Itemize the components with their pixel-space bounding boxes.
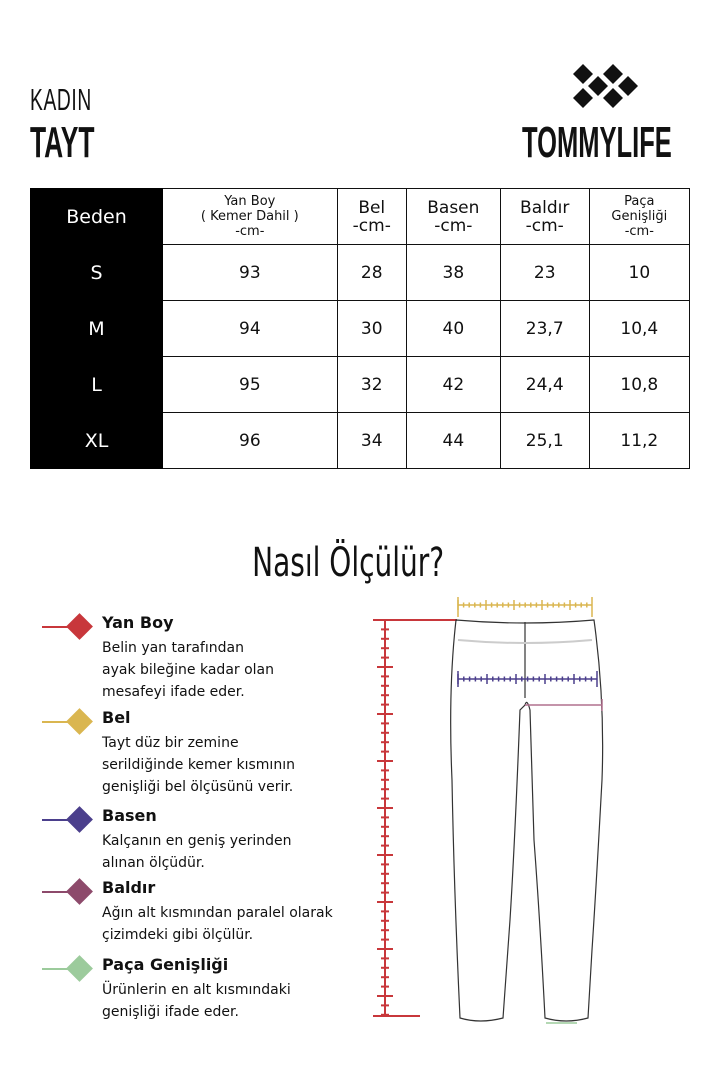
product-title: TAYT <box>30 118 95 167</box>
diamond-icon <box>66 955 93 982</box>
header-line: -cm- <box>434 215 473 236</box>
guide-line <box>42 721 72 723</box>
header-line: -cm- <box>352 215 391 236</box>
guide-item-title: Basen <box>102 806 157 825</box>
header-line: -cm- <box>235 224 265 239</box>
guide-item-title: Yan Boy <box>102 613 174 632</box>
size-cell: XL <box>30 412 163 469</box>
value-cell: 28 <box>336 244 407 301</box>
guide-line <box>42 819 72 821</box>
header-line: Bel <box>358 197 386 218</box>
desc-line: genişliği bel ölçüsünü verir. <box>102 779 294 795</box>
leggings-diagram <box>373 597 604 1024</box>
table-row: XL 96 34 44 25,1 11,2 <box>30 412 691 469</box>
baldir-ruler <box>525 699 603 711</box>
desc-line: Belin yan tarafından <box>102 640 244 656</box>
size-cell: S <box>30 244 163 301</box>
table-row: L 95 32 42 24,4 10,8 <box>30 356 691 413</box>
brand-logo-icon <box>573 64 638 108</box>
guide-line <box>42 891 72 893</box>
desc-line: alınan ölçüdür. <box>102 855 205 871</box>
desc-line: ayak bileğine kadar olan <box>102 662 275 678</box>
guide-item-desc: Ağın alt kısmından paralel olarak çizimde… <box>102 902 333 946</box>
value-cell: 34 <box>336 412 407 469</box>
guide-item-desc: Belin yan tarafından ayak bileğine kadar … <box>102 637 274 703</box>
value-cell: 44 <box>405 412 501 469</box>
value-cell: 93 <box>162 244 338 301</box>
size-cell: L <box>30 356 163 413</box>
category-label: KADIN <box>30 82 92 117</box>
header-line: Basen <box>427 197 480 218</box>
diamond-icon <box>66 878 93 905</box>
diamond-icon <box>66 806 93 833</box>
guide-item-title: Bel <box>102 708 131 727</box>
leggings-outline <box>450 619 604 1022</box>
desc-line: Kalçanın en geniş yerinden <box>102 833 292 849</box>
value-cell: 24,4 <box>499 356 590 413</box>
header-bel: Bel -cm- <box>336 188 407 245</box>
header-line: Baldır <box>520 197 570 218</box>
desc-line: genişliği ifade eder. <box>102 1004 239 1020</box>
value-cell: 30 <box>336 300 407 357</box>
diamond-icon <box>66 708 93 735</box>
guide-item-title: Baldır <box>102 878 156 897</box>
desc-line: serildiğinde kemer kısmının <box>102 757 295 773</box>
value-cell: 94 <box>162 300 338 357</box>
guide-item-desc: Tayt düz bir zemine serildiğinde kemer kı… <box>102 732 295 798</box>
desc-line: mesafeyi ifade eder. <box>102 684 245 700</box>
value-cell: 23,7 <box>499 300 590 357</box>
value-cell: 10,4 <box>588 300 691 357</box>
header-beden: Beden <box>30 188 163 245</box>
value-cell: 42 <box>405 356 501 413</box>
size-cell: M <box>30 300 163 357</box>
guide-item-desc: Kalçanın en geniş yerinden alınan ölçüdür… <box>102 830 292 874</box>
header-paca: Paça Genişliği -cm- <box>588 188 691 245</box>
header-line: Yan Boy <box>224 194 276 209</box>
desc-line: Tayt düz bir zemine <box>102 735 239 751</box>
header-line: -cm- <box>624 224 654 239</box>
value-cell: 40 <box>405 300 501 357</box>
guide-item-desc: Ürünlerin en alt kısmındaki genişliği ifa… <box>102 979 291 1023</box>
guide-item-title: Paça Genişliği <box>102 955 229 974</box>
header-line: Genişliği <box>611 209 668 224</box>
guide-title-text: Nasıl Ölçülür? <box>251 540 444 586</box>
value-cell: 10,8 <box>588 356 691 413</box>
table-row: S 93 28 38 23 10 <box>30 244 691 301</box>
header-line: Paça <box>624 194 655 209</box>
desc-line: çizimdeki gibi ölçülür. <box>102 927 254 943</box>
desc-line: Ürünlerin en alt kısmındaki <box>102 982 291 998</box>
desc-line: Ağın alt kısmından paralel olarak <box>102 905 333 921</box>
basen-ruler <box>457 671 598 687</box>
value-cell: 95 <box>162 356 338 413</box>
table-row: M 94 30 40 23,7 10,4 <box>30 300 691 357</box>
bel-ruler <box>457 597 593 617</box>
value-cell: 96 <box>162 412 338 469</box>
header-line: ( Kemer Dahil ) <box>200 209 299 224</box>
guide-title: Nasıl Ölçülür? <box>0 540 696 586</box>
value-cell: 38 <box>405 244 501 301</box>
header-line: -cm- <box>525 215 564 236</box>
diamond-icon <box>66 613 93 640</box>
yan-boy-ruler <box>373 619 457 1017</box>
value-cell: 10 <box>588 244 691 301</box>
value-cell: 32 <box>336 356 407 413</box>
guide-line <box>42 968 72 970</box>
header-baldir: Baldır -cm- <box>499 188 590 245</box>
header-yan-boy: Yan Boy( Kemer Dahil ) -cm- <box>162 188 338 245</box>
guide-line <box>42 626 72 628</box>
value-cell: 11,2 <box>588 412 691 469</box>
value-cell: 23 <box>499 244 590 301</box>
size-table: Beden Yan Boy( Kemer Dahil ) -cm- Bel -cm-… <box>30 188 691 469</box>
brand-name: TOMMYLIFE <box>522 118 672 167</box>
value-cell: 25,1 <box>499 412 590 469</box>
table-header-row: Beden Yan Boy( Kemer Dahil ) -cm- Bel -cm-… <box>30 188 691 245</box>
header-basen: Basen -cm- <box>405 188 501 245</box>
